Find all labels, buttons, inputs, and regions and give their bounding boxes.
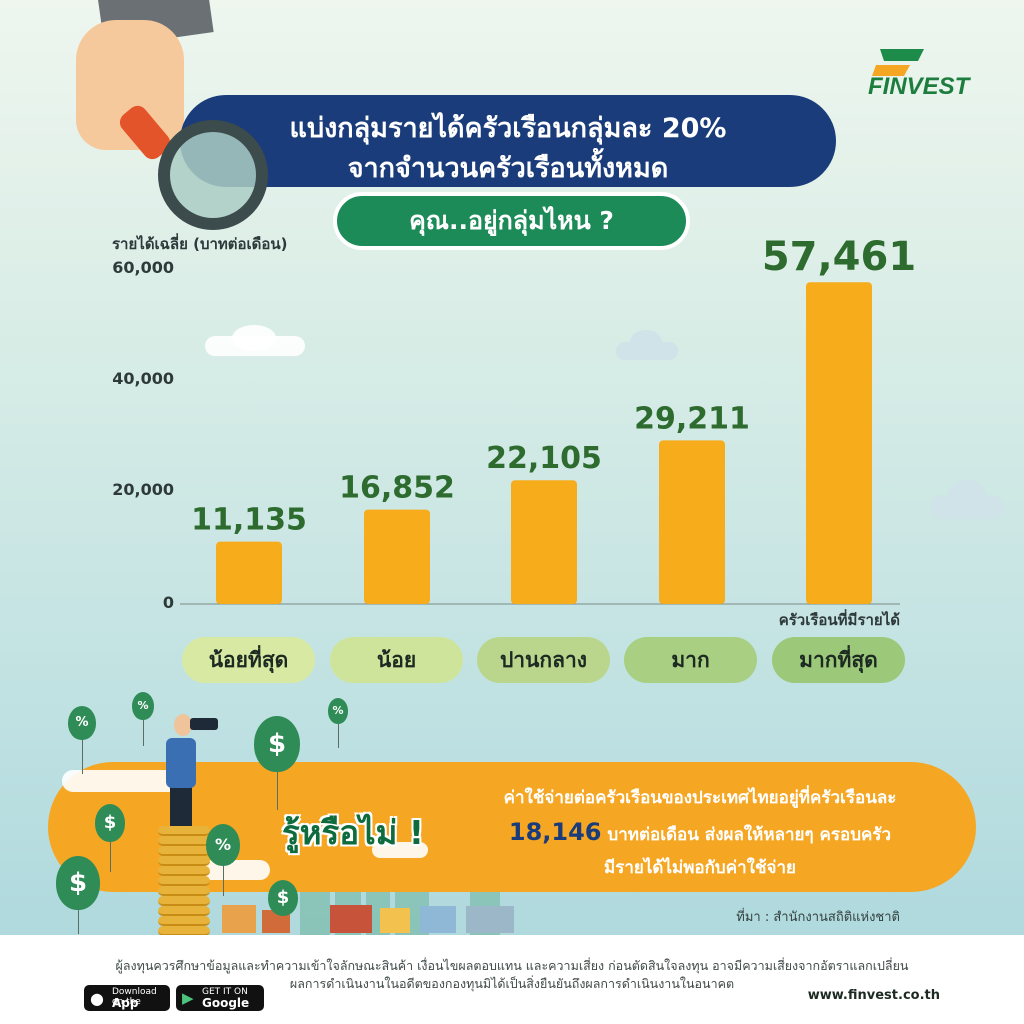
- title-banner: [180, 95, 836, 187]
- finvest-logo-text: FINVEST: [868, 73, 970, 100]
- cloud: [62, 770, 180, 792]
- binoculars-icon: [190, 718, 218, 730]
- house: [466, 906, 514, 933]
- bar-value-label: 22,105: [486, 441, 602, 476]
- y-tick-label: 60,000: [112, 258, 174, 277]
- bar: [511, 480, 577, 604]
- percent-balloon-icon: %: [68, 706, 96, 740]
- coin: [158, 886, 210, 896]
- google-play-small-label: GET IT ON: [202, 987, 248, 997]
- cloud: [190, 860, 270, 880]
- coin: [158, 866, 210, 876]
- percent-balloon-icon: %: [206, 824, 240, 866]
- app-store-small-label: Download on the: [112, 987, 157, 1007]
- y-tick-label: 20,000: [112, 480, 174, 499]
- x-axis-label: ครัวเรือนที่มีรายได้: [778, 611, 900, 629]
- finvest-logo-icon: [872, 49, 924, 76]
- coin: [158, 906, 210, 916]
- coin: [158, 876, 210, 886]
- did-you-know-line-2: 18,146 บาทต่อเดือน ส่งผลให้หลายๆ ครอบครั…: [430, 818, 970, 848]
- did-you-know-line-1: ค่าใช้จ่ายต่อครัวเรือนของประเทศไทยอยู่ที…: [503, 788, 897, 808]
- cloud: [630, 330, 662, 354]
- y-tick-label: 0: [162, 593, 174, 612]
- cloud: [232, 325, 276, 351]
- google-play-label: Google Play: [202, 996, 250, 1024]
- footer: [0, 935, 1024, 1024]
- balloon-string: [82, 740, 83, 774]
- bar: [806, 282, 872, 604]
- balloon-string: [223, 866, 224, 896]
- app-store-button[interactable]: ● Download on the App Store: [84, 985, 170, 1024]
- dollar-balloon-icon: $: [268, 880, 298, 916]
- source-note: ที่มา : สำนักงานสถิติแห่งชาติ: [736, 910, 900, 925]
- title-line-1: แบ่งกลุ่มรายได้ครัวเรือนกลุ่มละ 20%: [289, 113, 727, 144]
- google-play-button[interactable]: ▶ GET IT ON Google Play: [176, 985, 264, 1024]
- website-link[interactable]: www.finvest.co.th: [807, 988, 940, 1003]
- title-line-2: จากจำนวนครัวเรือนทั้งหมด: [347, 153, 669, 184]
- question-badge: คุณ..อยู่กลุ่มไหน ?: [333, 192, 690, 250]
- balloon-string: [78, 910, 79, 934]
- bar-value-label: 16,852: [339, 471, 455, 506]
- dollar-balloon-icon: $: [56, 856, 100, 910]
- bar: [216, 541, 282, 604]
- did-you-know-title: รู้หรือไม่ !: [282, 813, 424, 852]
- person-illustration: [166, 738, 196, 788]
- house: [330, 905, 372, 933]
- balloon-string: [277, 772, 278, 810]
- coin: [158, 836, 210, 846]
- house: [222, 905, 256, 933]
- person-head: [174, 714, 192, 736]
- app-store-label: App Store: [112, 996, 149, 1024]
- percent-balloon-icon: %: [328, 698, 348, 724]
- did-you-know-line-2-text: บาทต่อเดือน ส่งผลให้หลายๆ ครอบครัว: [601, 825, 892, 845]
- category-pill: น้อยที่สุด: [182, 637, 315, 683]
- apple-icon: ●: [90, 989, 104, 1008]
- cloud: [372, 842, 428, 858]
- bar: [659, 440, 725, 604]
- balloon-string: [338, 724, 339, 748]
- disclaimer-line-2: ผลการดำเนินงานในอดีตของกองทุนมิได้เป็นสิ…: [289, 976, 735, 991]
- bar-value-label: 57,461: [762, 234, 916, 280]
- play-icon: ▶: [182, 989, 194, 1007]
- dollar-balloon-icon: $: [254, 716, 300, 772]
- bar: [364, 509, 430, 604]
- did-you-know-line-3: มีรายได้ไม่พอกับค่าใช้จ่าย: [604, 858, 796, 878]
- person-legs: [170, 786, 192, 826]
- bar-chart: 11,135 16,852 22,105 29,211 57,461: [180, 234, 916, 605]
- expense-amount: 18,146: [508, 818, 602, 846]
- coin: [158, 846, 210, 856]
- house: [380, 908, 410, 933]
- house: [420, 906, 456, 933]
- balloon-string: [110, 842, 111, 872]
- bar-value-label: 11,135: [191, 503, 307, 538]
- coin: [158, 856, 210, 866]
- disclaimer-line-1: ผู้ลงทุนควรศึกษาข้อมูลและทำความเข้าใจลัก…: [115, 958, 909, 973]
- percent-balloon-icon: %: [132, 692, 154, 720]
- bar-value-label: 29,211: [634, 401, 750, 436]
- category-pill: ปานกลาง: [477, 637, 610, 683]
- y-axis-label: รายได้เฉลี่ย (บาทต่อเดือน): [112, 235, 288, 253]
- category-pill: มาก: [624, 637, 757, 683]
- coin: [158, 826, 210, 836]
- balloon-string: [143, 720, 144, 746]
- coin: [158, 896, 210, 906]
- category-pill: น้อย: [330, 637, 463, 683]
- coin: [158, 916, 210, 926]
- dollar-balloon-icon: $: [95, 804, 125, 842]
- cloud: [948, 480, 986, 510]
- y-tick-label: 40,000: [112, 369, 174, 388]
- category-pill: มากที่สุด: [772, 637, 905, 683]
